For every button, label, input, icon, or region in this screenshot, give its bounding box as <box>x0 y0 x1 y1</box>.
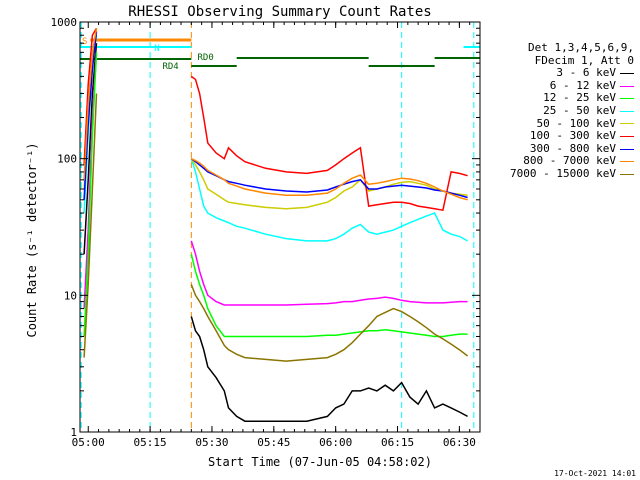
legend-item-7: 800 - 7000 keV <box>454 155 634 168</box>
legend-swatch-2 <box>620 98 634 100</box>
x-tick-label-6: 06:30 <box>443 436 476 449</box>
x-tick-label-1: 05:15 <box>134 436 167 449</box>
legend-swatch-3 <box>620 110 634 112</box>
x-tick-label-5: 06:15 <box>381 436 414 449</box>
legend-items: 3 - 6 keV 6 - 12 keV 12 - 25 keV 25 - 50 ke… <box>454 67 634 180</box>
legend-item-2: 12 - 25 keV <box>454 92 634 105</box>
legend-label-7: 800 - 7000 keV <box>523 154 616 168</box>
series-line-5 <box>83 27 468 212</box>
legend-label-5: 100 - 300 keV <box>529 129 616 143</box>
annotation-rd0: RD0 <box>198 53 214 63</box>
legend-label-1: 6 - 12 keV <box>549 78 616 92</box>
y-tick-label-0: 1 <box>70 426 77 439</box>
x-tick-label-0: 05:00 <box>72 436 105 449</box>
y-tick-label-1: 10 <box>64 289 77 302</box>
series-line-0 <box>83 43 468 422</box>
series-line-8 <box>83 93 469 362</box>
series-line-7 <box>83 28 468 201</box>
legend: Det 1,3,4,5,6,9, FDecim 1, Att 0 3 - 6 k… <box>454 41 634 181</box>
legend-label-2: 12 - 25 keV <box>543 91 616 105</box>
legend-swatch-7 <box>620 161 634 163</box>
y-tick-label-3: 1000 <box>51 16 78 29</box>
annotation-s: S <box>82 37 87 47</box>
legend-item-8: 7000 - 15000 keV <box>454 166 634 181</box>
legend-swatch-0 <box>620 72 634 74</box>
annotation-n: N <box>154 44 159 54</box>
legend-item-1: 6 - 12 keV <box>454 78 634 93</box>
legend-label-4: 50 - 100 keV <box>536 116 616 130</box>
legend-swatch-1 <box>620 85 634 87</box>
legend-item-5: 100 - 300 keV <box>454 130 634 143</box>
y-axis-label: Count Rate (s⁻¹ detector⁻¹) <box>25 142 39 337</box>
y-tick-label-2: 100 <box>57 153 77 166</box>
legend-swatch-4 <box>620 123 634 125</box>
chart-title: RHESSI Observing Summary Count Rates <box>128 4 431 20</box>
legend-item-3: 25 - 50 keV <box>454 103 634 118</box>
plot-frame <box>79 21 481 433</box>
legend-label-8: 7000 - 15000 keV <box>510 166 616 180</box>
legend-label-0: 3 - 6 keV <box>556 66 616 80</box>
legend-label-3: 25 - 50 keV <box>543 103 616 117</box>
x-tick-label-3: 05:45 <box>257 436 290 449</box>
annotation-rd4: RD4 <box>162 62 178 72</box>
legend-header-line-2: FDecim 1, Att 0 <box>534 53 634 67</box>
legend-swatch-5 <box>620 135 634 137</box>
x-axis-label: Start Time (07-Jun-05 04:58:02) <box>208 455 432 469</box>
legend-swatch-8 <box>620 173 634 175</box>
timestamp: 17-Oct-2021 14:01 <box>554 469 636 478</box>
legend-item-4: 50 - 100 keV <box>454 116 634 131</box>
legend-item-6: 300 - 800 keV <box>454 141 634 156</box>
x-tick-label-2: 05:30 <box>195 436 228 449</box>
legend-swatch-6 <box>620 148 634 150</box>
legend-label-6: 300 - 800 keV <box>529 141 616 155</box>
x-tick-label-4: 06:00 <box>319 436 352 449</box>
legend-header-line-1: Det 1,3,4,5,6,9, <box>528 41 634 54</box>
legend-item-0: 3 - 6 keV <box>454 67 634 80</box>
